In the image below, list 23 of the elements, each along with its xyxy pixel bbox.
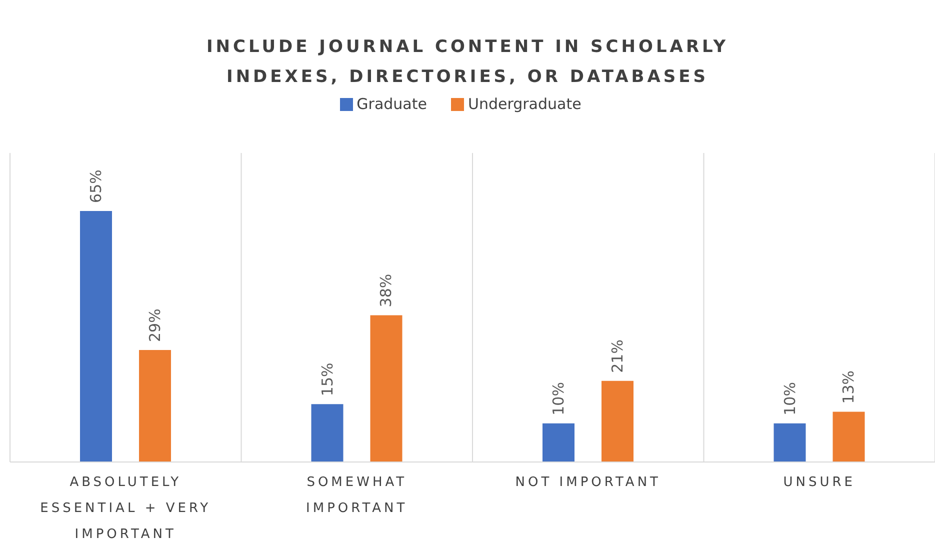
data-label: 10% xyxy=(550,382,568,416)
data-label: 38% xyxy=(377,274,396,308)
x-tick-label: ABSOLUTELY ESSENTIAL + VERY IMPORTANT xyxy=(40,475,212,542)
x-tick-label: UNSURE xyxy=(783,475,856,490)
bar xyxy=(542,423,574,462)
bar xyxy=(370,315,402,462)
legend-label: Graduate xyxy=(356,95,427,113)
data-label: 21% xyxy=(608,340,626,373)
x-tick-label: NOT IMPORTANT xyxy=(515,475,661,490)
bar xyxy=(774,423,806,462)
data-label: 29% xyxy=(146,308,164,342)
bar xyxy=(139,350,171,462)
bar xyxy=(832,412,865,462)
bar xyxy=(311,404,344,462)
bar xyxy=(80,210,112,462)
legend-label: Undergraduate xyxy=(468,95,582,113)
x-tick-label: SOMEWHAT IMPORTANT xyxy=(306,475,408,516)
data-label: 13% xyxy=(840,370,858,404)
bar xyxy=(602,380,634,462)
data-label: 65% xyxy=(87,170,105,203)
data-label: 10% xyxy=(780,382,799,416)
data-label: 15% xyxy=(318,362,336,396)
chart-title: INCLUDE JOURNAL CONTENT IN SCHOLARLY INDEXES, DIRECTORIES, OR DATABASES xyxy=(205,36,730,89)
